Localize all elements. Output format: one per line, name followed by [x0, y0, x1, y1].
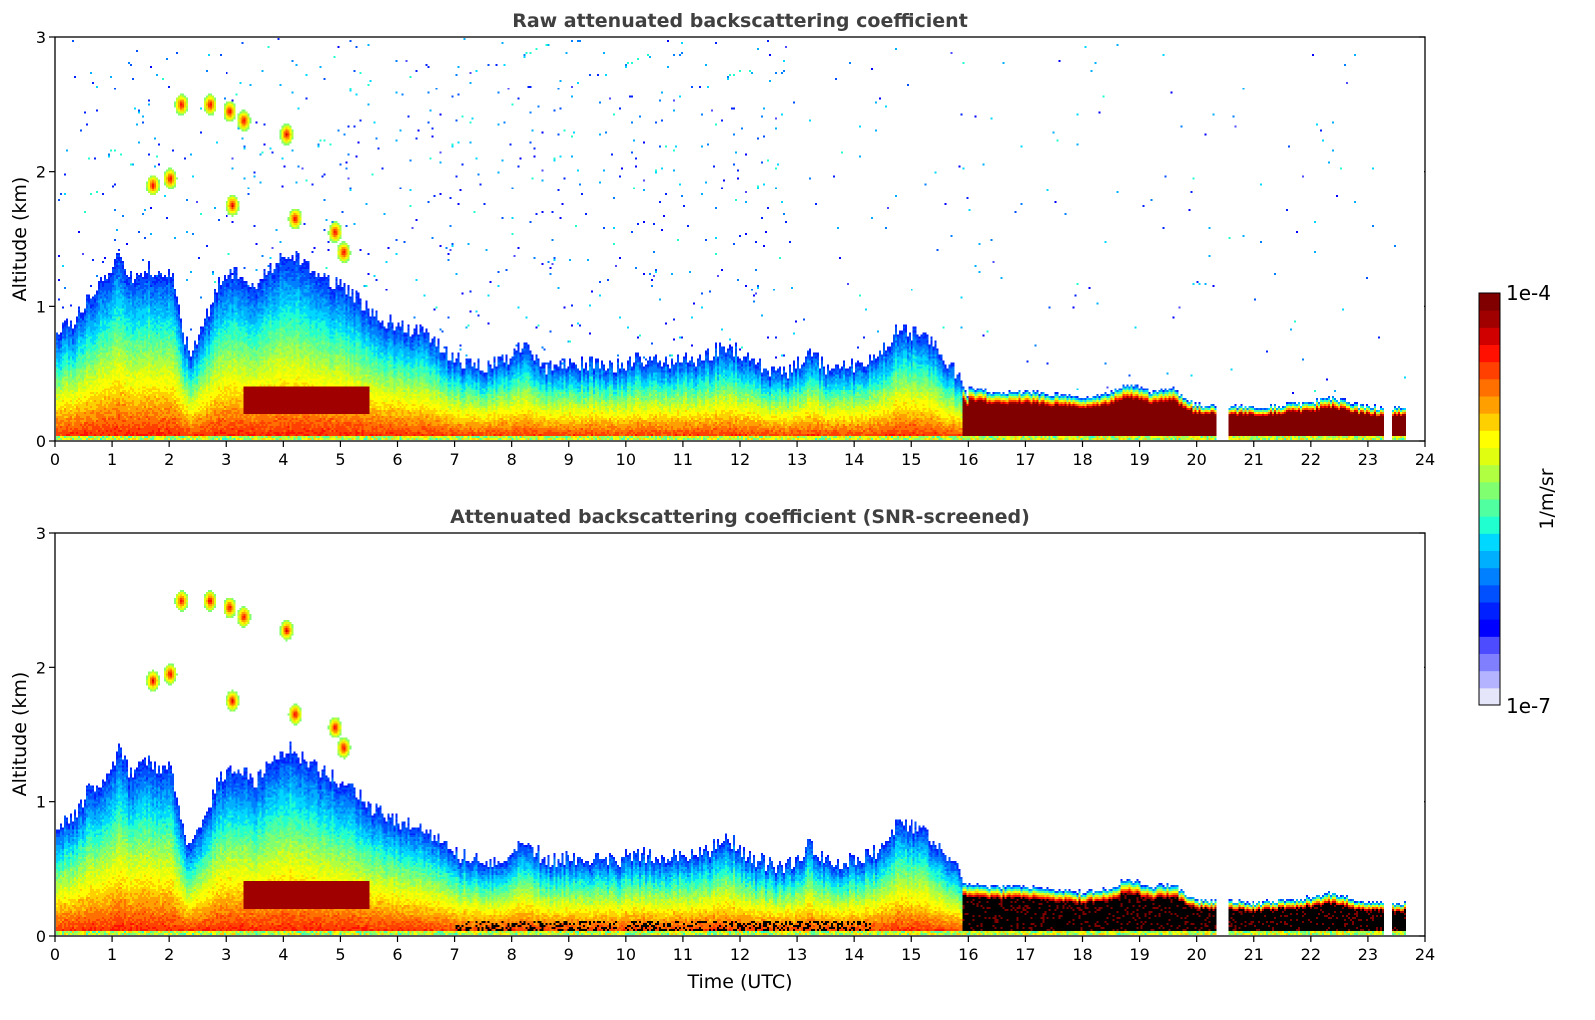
- x-tick-label: 2: [164, 450, 174, 469]
- x-tick-label: 23: [1358, 450, 1378, 469]
- x-tick-label: 12: [730, 450, 750, 469]
- x-tick-label: 1: [107, 945, 117, 964]
- plot-frame-screened: [54, 532, 1426, 937]
- plot-frame-raw: [54, 36, 1426, 442]
- colorbar-segment: [1479, 430, 1500, 448]
- colorbar-segment: [1479, 361, 1500, 380]
- colorbar: [1479, 293, 1500, 706]
- colorbar-segment: [1479, 602, 1500, 620]
- colorbar-segment: [1479, 567, 1500, 586]
- x-tick-label: 5: [335, 945, 345, 964]
- colorbar-frame: [1478, 292, 1501, 706]
- panel-title-raw: Raw attenuated backscattering coefficien…: [512, 10, 968, 32]
- x-tick-label: 7: [449, 945, 459, 964]
- colorbar-segment: [1479, 447, 1500, 466]
- x-tick-label: 6: [392, 450, 402, 469]
- y-tick-label: 0: [36, 432, 46, 451]
- x-tick-label: 16: [958, 945, 978, 964]
- y-tick-label: 3: [36, 524, 46, 543]
- panel-title-screened: Attenuated backscattering coefficient (S…: [450, 506, 1030, 528]
- x-tick-label: 16: [958, 450, 978, 469]
- x-tick-label: 18: [1072, 450, 1092, 469]
- x-tick-label: 6: [392, 945, 402, 964]
- colorbar-segment: [1479, 533, 1500, 551]
- colorbar-segment: [1479, 378, 1500, 397]
- x-tick-label: 11: [673, 450, 693, 469]
- y-tick-label: 1: [36, 297, 46, 316]
- colorbar-segment: [1479, 310, 1500, 328]
- x-tick-label: 20: [1186, 450, 1206, 469]
- x-tick-label: 3: [221, 450, 231, 469]
- colorbar-max-label: 1e-4: [1506, 281, 1551, 305]
- axes-screened: 0 1 2 3 4 5 6 7 8 9 10 11 12 13 14 15 16 17 18 19 20 21 22 23 24…: [36, 524, 1435, 964]
- colorbar-segment: [1479, 636, 1500, 654]
- colorbar-segment: [1479, 481, 1500, 500]
- x-tick-label: 7: [449, 450, 459, 469]
- x-tick-label: 4: [278, 450, 288, 469]
- x-tick-label: 14: [844, 945, 864, 964]
- x-tick-label: 1: [107, 450, 117, 469]
- y-tick-label: 1: [36, 793, 46, 812]
- x-tick-label: 19: [1129, 945, 1149, 964]
- colorbar-segment: [1479, 396, 1500, 414]
- x-tick-label: 8: [507, 450, 517, 469]
- colorbar-segment: [1479, 619, 1500, 637]
- x-tick-label: 0: [50, 450, 60, 469]
- y-tick-label: 3: [36, 28, 46, 47]
- x-tick-label: 5: [335, 450, 345, 469]
- x-tick-label: 17: [1015, 945, 1035, 964]
- x-tick-label: 15: [901, 945, 921, 964]
- x-tick-label: 9: [564, 945, 574, 964]
- x-tick-label: 19: [1129, 450, 1149, 469]
- colorbar-segment: [1479, 584, 1500, 603]
- colorbar-segment: [1479, 293, 1500, 311]
- x-tick-label: 9: [564, 450, 574, 469]
- colorbar-min-label: 1e-7: [1506, 694, 1551, 718]
- x-tick-label: 4: [278, 945, 288, 964]
- x-tick-label: 13: [787, 945, 807, 964]
- x-tick-label: 12: [730, 945, 750, 964]
- x-tick-label: 10: [616, 945, 636, 964]
- heatmap-raw: [56, 38, 1424, 440]
- colorbar-segment: [1479, 516, 1500, 534]
- x-tick-label: 20: [1186, 945, 1206, 964]
- x-tick-label: 17: [1015, 450, 1035, 469]
- colorbar-segment: [1479, 413, 1500, 431]
- x-tick-label: 24: [1415, 450, 1435, 469]
- x-tick-label: 22: [1301, 945, 1321, 964]
- colorbar-segment: [1479, 687, 1500, 706]
- x-tick-label: 0: [50, 945, 60, 964]
- x-tick-label: 21: [1244, 450, 1264, 469]
- x-tick-label: 11: [673, 945, 693, 964]
- y-axis-label-raw: Altitude (km): [9, 177, 31, 302]
- x-tick-label: 2: [164, 945, 174, 964]
- x-tick-label: 23: [1358, 945, 1378, 964]
- x-tick-label: 8: [507, 945, 517, 964]
- colorbar-segment: [1479, 327, 1500, 345]
- x-tick-label: 24: [1415, 945, 1435, 964]
- y-tick-label: 0: [36, 927, 46, 946]
- x-axis-label: Time (UTC): [686, 971, 792, 993]
- colorbar-segment: [1479, 344, 1500, 363]
- colorbar-segment: [1479, 653, 1500, 672]
- colorbar-segment: [1479, 670, 1500, 689]
- y-axis-label-screened: Altitude (km): [9, 672, 31, 797]
- x-tick-label: 10: [616, 450, 636, 469]
- y-tick-label: 2: [36, 658, 46, 677]
- colorbar-segment: [1479, 499, 1500, 517]
- colorbar-segment: [1479, 550, 1500, 569]
- x-tick-label: 15: [901, 450, 921, 469]
- axes-raw: 0 1 2 3 4 5 6 7 8 9 10 11 12 13 14 15 16 17 18 19 20 21 22 23 24…: [36, 28, 1435, 469]
- x-tick-label: 22: [1301, 450, 1321, 469]
- x-tick-label: 14: [844, 450, 864, 469]
- colorbar-segment: [1479, 464, 1500, 483]
- y-tick-label: 2: [36, 163, 46, 182]
- colorbar-unit-label: 1/m/sr: [1536, 468, 1558, 529]
- x-tick-label: 13: [787, 450, 807, 469]
- x-tick-label: 21: [1244, 945, 1264, 964]
- heatmap-screened: [56, 534, 1424, 935]
- x-tick-label: 3: [221, 945, 231, 964]
- x-tick-label: 18: [1072, 945, 1092, 964]
